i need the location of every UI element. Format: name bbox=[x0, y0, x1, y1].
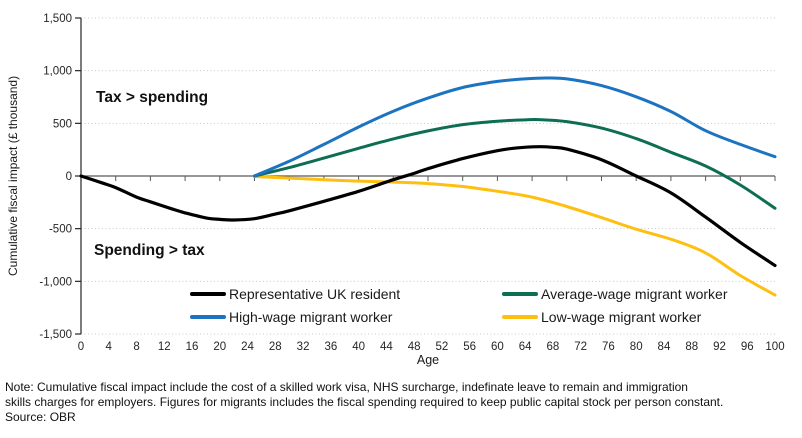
svg-text:100: 100 bbox=[765, 341, 784, 353]
svg-text:56: 56 bbox=[463, 341, 476, 353]
svg-text:-1,500: -1,500 bbox=[39, 329, 72, 341]
svg-text:20: 20 bbox=[213, 341, 226, 353]
legend-item-high-wage: High-wage migrant worker bbox=[190, 309, 502, 325]
footnote: Note: Cumulative fiscal impact include t… bbox=[5, 380, 799, 425]
annotation-tax-greater-spending: Tax > spending bbox=[96, 89, 209, 106]
svg-text:92: 92 bbox=[713, 341, 726, 353]
svg-text:72: 72 bbox=[574, 341, 587, 353]
legend-label-uk-resident: Representative UK resident bbox=[229, 286, 401, 302]
legend-swatch-high-wage bbox=[190, 315, 226, 319]
svg-text:4: 4 bbox=[106, 341, 113, 353]
legend-label-high-wage: High-wage migrant worker bbox=[229, 309, 393, 325]
legend-label-low-wage: Low-wage migrant worker bbox=[541, 309, 702, 325]
svg-text:1,000: 1,000 bbox=[43, 66, 72, 78]
svg-text:32: 32 bbox=[297, 341, 310, 353]
source-line: Source: OBR bbox=[5, 410, 76, 424]
legend-swatch-average-wage bbox=[502, 292, 538, 296]
svg-text:16: 16 bbox=[186, 341, 199, 353]
legend-label-average-wage: Average-wage migrant worker bbox=[541, 286, 728, 302]
svg-text:0: 0 bbox=[66, 171, 72, 183]
svg-text:68: 68 bbox=[547, 341, 560, 353]
legend-item-average-wage: Average-wage migrant worker bbox=[502, 286, 728, 302]
svg-text:36: 36 bbox=[324, 341, 337, 353]
footnote-line-2: skills charges for employers. Figures fo… bbox=[5, 395, 724, 409]
svg-text:60: 60 bbox=[491, 341, 504, 353]
svg-text:40: 40 bbox=[352, 341, 365, 353]
svg-text:64: 64 bbox=[519, 341, 532, 353]
svg-text:500: 500 bbox=[53, 118, 72, 130]
legend-swatch-uk-resident bbox=[190, 292, 226, 296]
legend-item-uk-resident: Representative UK resident bbox=[190, 286, 502, 302]
x-axis-title: Age bbox=[416, 353, 440, 367]
svg-text:24: 24 bbox=[241, 341, 254, 353]
svg-text:76: 76 bbox=[602, 341, 615, 353]
legend-swatch-low-wage bbox=[502, 315, 538, 319]
svg-text:-1,000: -1,000 bbox=[39, 276, 72, 288]
svg-text:8: 8 bbox=[133, 341, 139, 353]
svg-text:96: 96 bbox=[741, 341, 754, 353]
annotation-spending-greater-tax: Spending > tax bbox=[94, 242, 205, 259]
footnote-line-1: Note: Cumulative fiscal impact include t… bbox=[5, 380, 688, 394]
legend: Representative UK resident Average-wage … bbox=[190, 286, 728, 325]
svg-text:52: 52 bbox=[435, 341, 448, 353]
legend-item-low-wage: Low-wage migrant worker bbox=[502, 309, 728, 325]
svg-text:-500: -500 bbox=[49, 224, 72, 236]
svg-text:88: 88 bbox=[685, 341, 698, 353]
svg-text:84: 84 bbox=[658, 341, 671, 353]
svg-text:80: 80 bbox=[630, 341, 643, 353]
svg-text:0: 0 bbox=[78, 341, 84, 353]
svg-text:28: 28 bbox=[269, 341, 282, 353]
svg-text:44: 44 bbox=[380, 341, 393, 353]
svg-text:48: 48 bbox=[408, 341, 421, 353]
svg-text:1,500: 1,500 bbox=[43, 13, 72, 25]
svg-text:12: 12 bbox=[158, 341, 171, 353]
